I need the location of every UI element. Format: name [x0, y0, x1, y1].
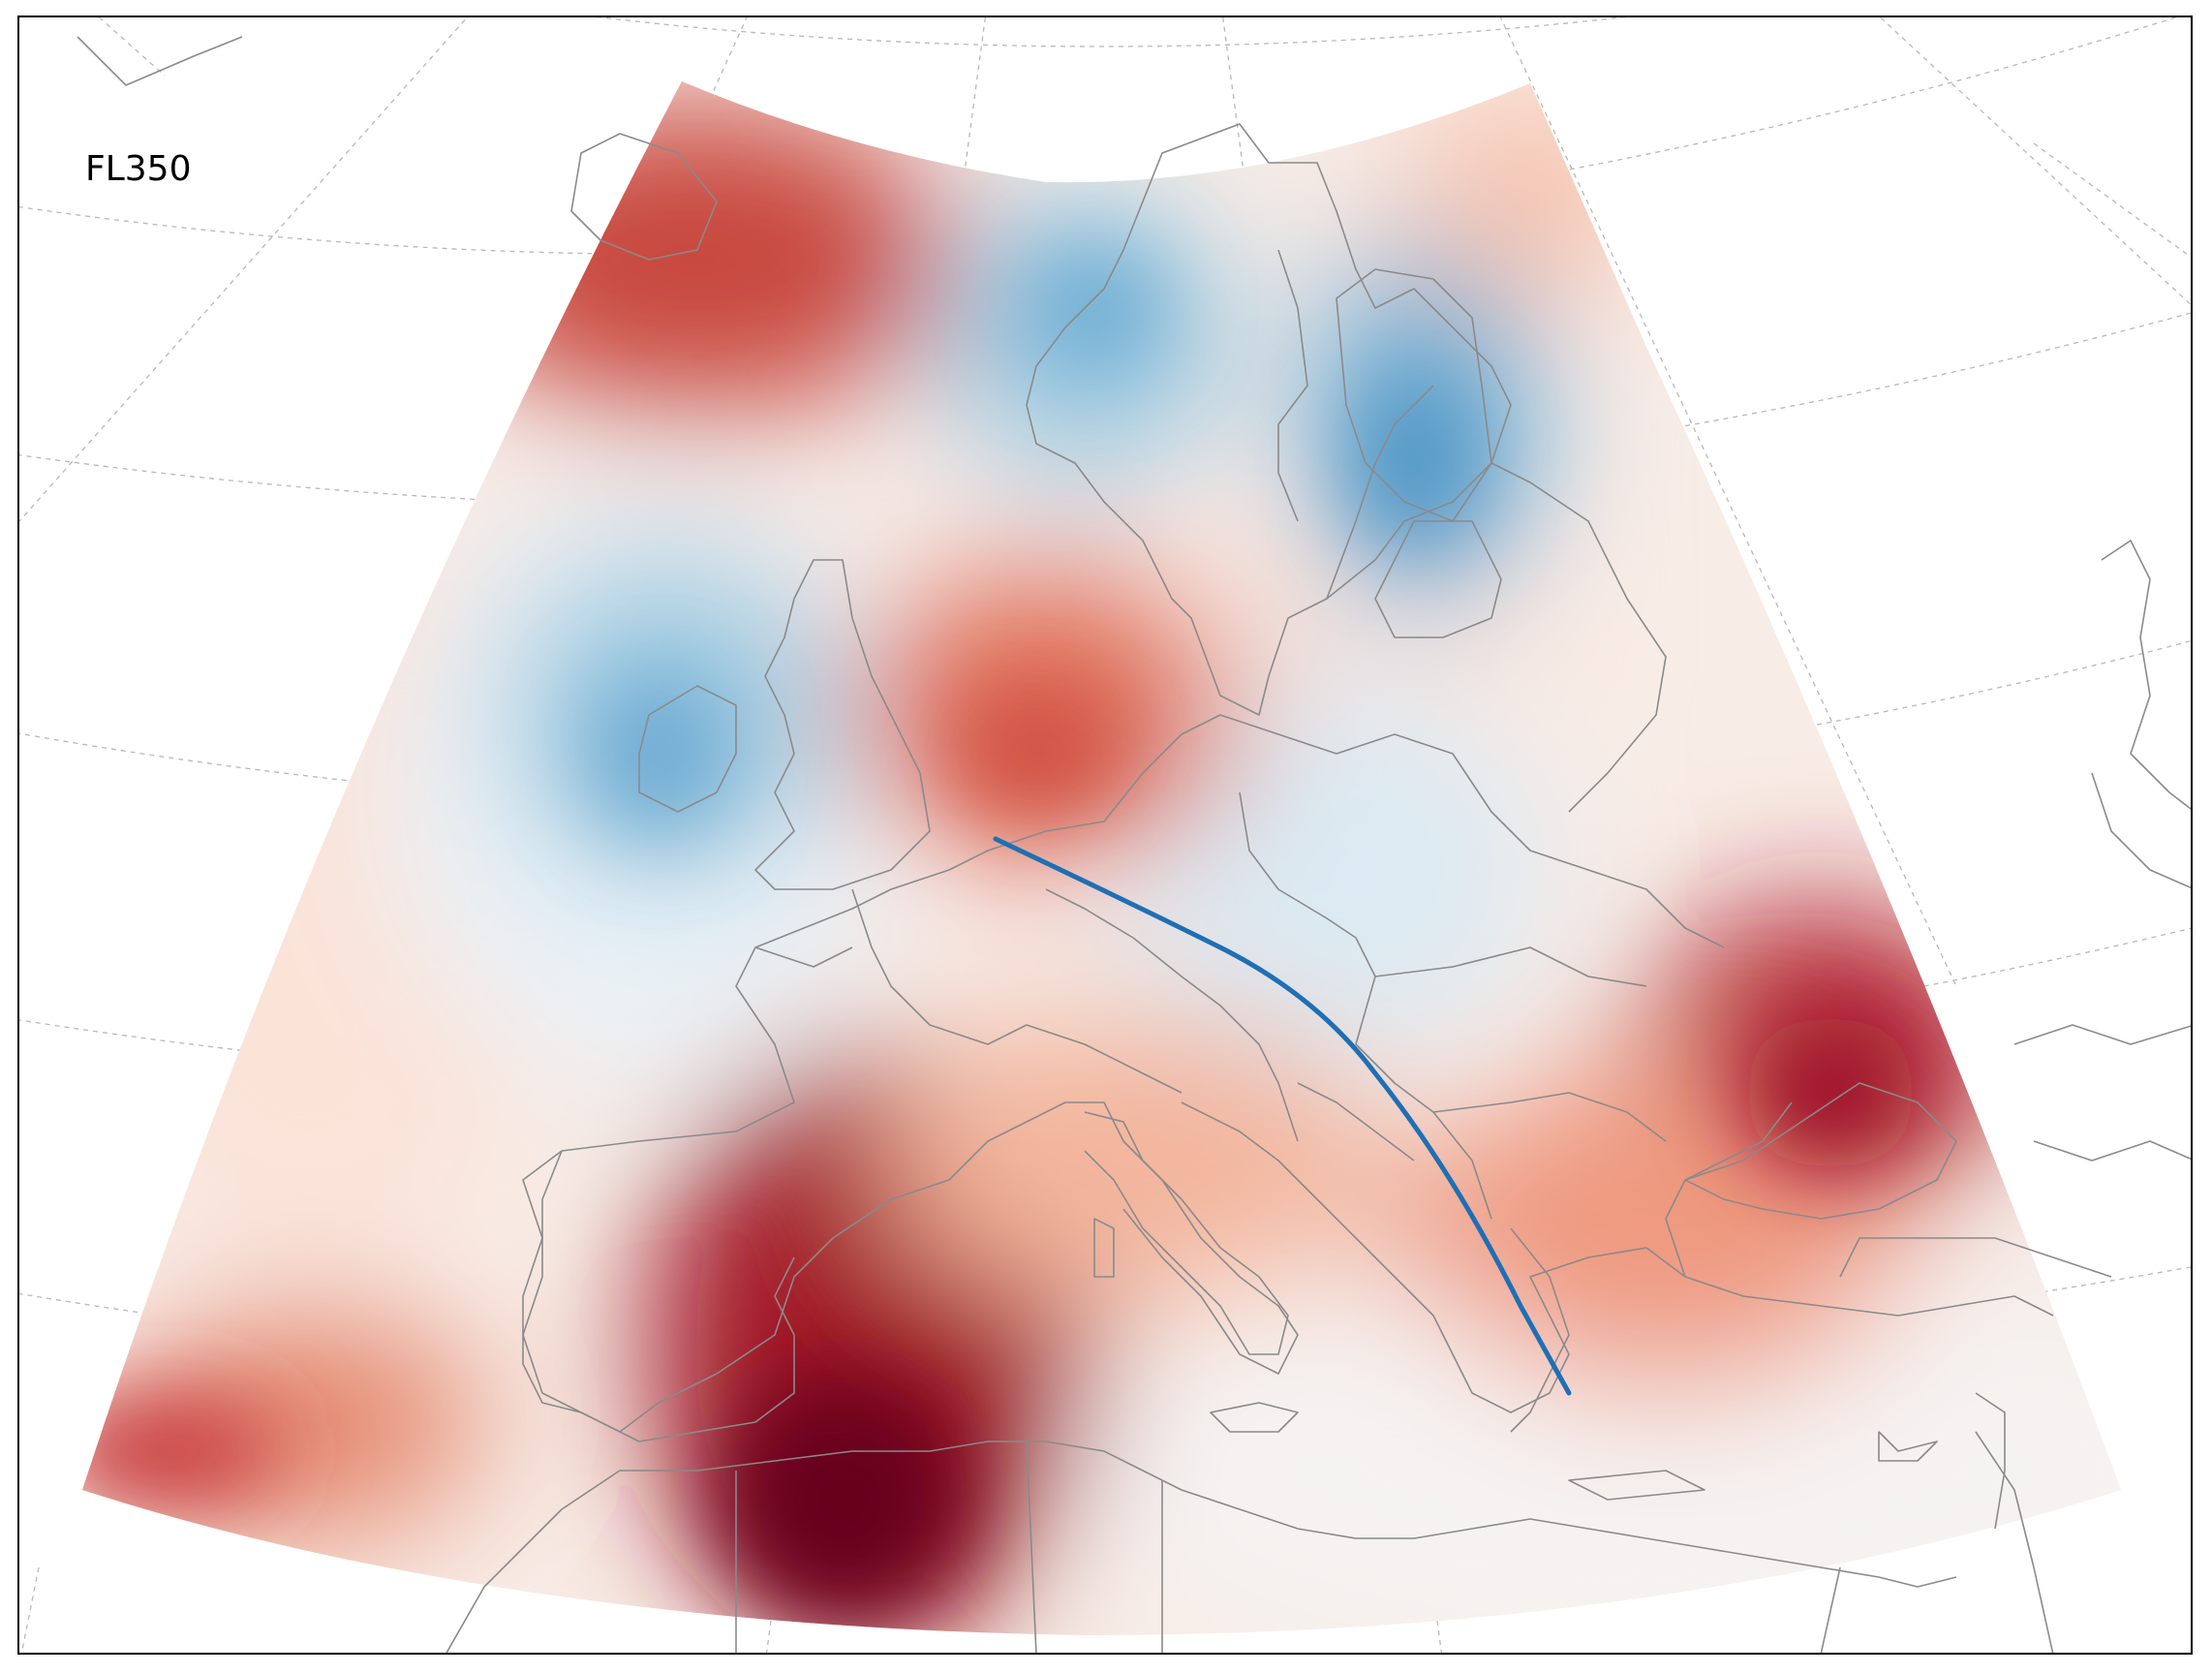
map-frame: FL350: [17, 16, 2193, 1655]
coastlines: [77, 36, 2191, 1653]
map-canvas[interactable]: [19, 17, 2193, 1655]
forecast-domain: [82, 81, 2121, 1635]
flight-route-line[interactable]: [993, 836, 1572, 1396]
flight-level-label: FL350: [85, 149, 192, 189]
